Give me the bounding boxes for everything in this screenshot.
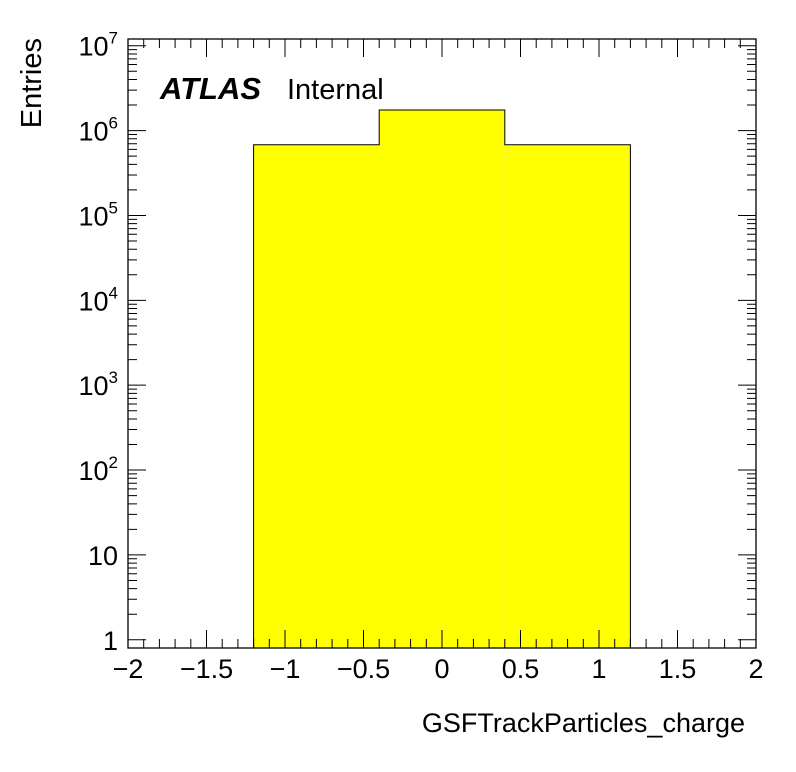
x-tick-marks: [127, 39, 757, 648]
y-axis-ticks: [128, 45, 756, 641]
x-tick-label: 2: [748, 654, 763, 684]
histogram-bin-1: [379, 109, 505, 648]
y-axis-label: Entries: [16, 38, 48, 128]
x-tick-label: 0: [434, 654, 449, 684]
x-tick-label: −0.5: [337, 654, 390, 684]
y-tick-label: 106: [78, 114, 118, 147]
x-tick-label: 0.5: [502, 654, 540, 684]
x-axis-tick-labels: −2 −1.5 −1 −0.5 0 0.5 1 1.5 2: [113, 654, 764, 684]
y-tick-label: 104: [78, 283, 118, 316]
y-tick-marks: [128, 45, 756, 641]
histogram-outline: [253, 109, 631, 648]
y-axis-tick-labels: 1 10 102 103 104 105 106 107: [78, 29, 118, 656]
x-axis-label: GSFTrackParticles_charge: [422, 708, 745, 738]
x-tick-label: −2: [113, 654, 144, 684]
y-tick-label: 10: [88, 541, 118, 571]
atlas-label: ATLAS: [159, 71, 261, 106]
x-axis-ticks: [127, 39, 757, 648]
histogram-bin-2: [504, 144, 631, 649]
y-tick-label: 103: [78, 368, 118, 401]
x-tick-label: 1.5: [659, 654, 697, 684]
y-tick-label: 1: [103, 626, 118, 656]
x-tick-label: 1: [591, 654, 606, 684]
x-tick-label: −1: [270, 654, 301, 684]
y-tick-label: 107: [78, 29, 118, 62]
x-tick-label: −1.5: [180, 654, 233, 684]
y-tick-label: 105: [78, 198, 118, 231]
histogram-bin-0: [253, 144, 380, 649]
internal-label: Internal: [287, 74, 384, 106]
histogram-bins: [253, 109, 631, 649]
y-tick-label: 102: [78, 453, 118, 486]
